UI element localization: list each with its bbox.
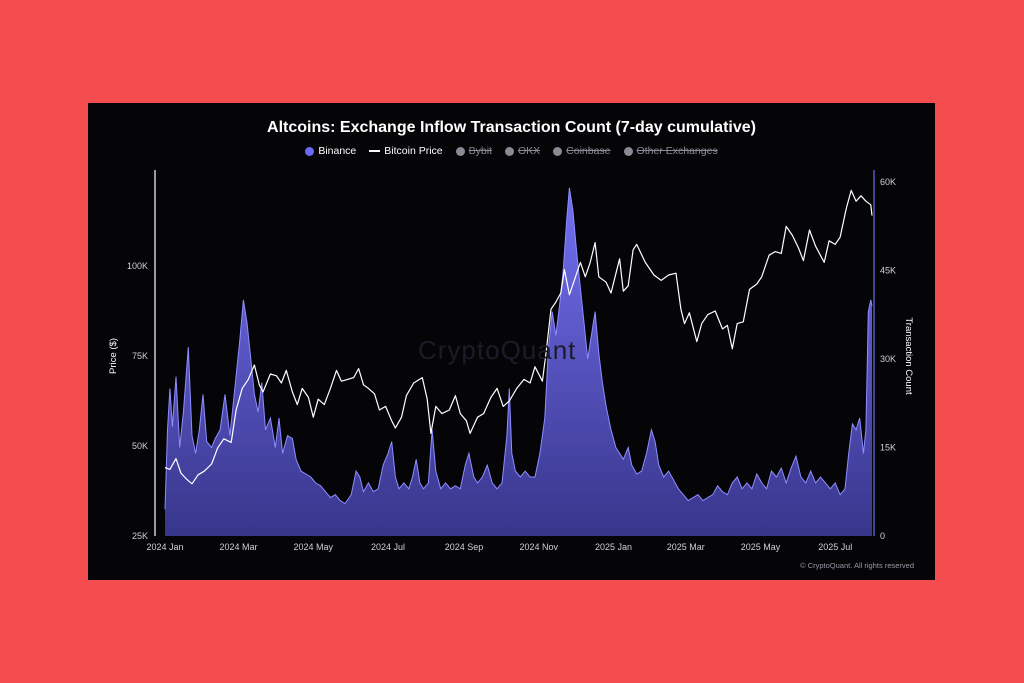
watermark: CryptoQuant	[418, 335, 577, 365]
y-right-tick-label: 60K	[880, 177, 896, 187]
credits: © CryptoQuant. All rights reserved	[800, 561, 914, 570]
legend-label: Bitcoin Price	[384, 145, 443, 157]
chart-panel: 25K 50K 75K 100K 0 15K 30K 45K 60K 2024 Jan 2024 M…	[88, 103, 935, 580]
x-tick-label: 2024 Mar	[220, 542, 258, 552]
legend-label: Binance	[318, 145, 357, 157]
legend-marker	[553, 146, 563, 156]
y-right-axis-title: Transaction Count	[903, 317, 914, 395]
legend-marker	[623, 146, 633, 156]
legend-marker	[455, 146, 465, 156]
legend-label: Bybit	[468, 145, 492, 157]
legend-item-coinbase[interactable]: Coinbase	[553, 145, 611, 157]
y-left-tick-label: 25K	[132, 531, 148, 541]
legend-marker	[504, 146, 514, 156]
legend-marker	[369, 150, 381, 152]
x-tick-label: 2025 Jan	[595, 542, 632, 552]
y-right-tick-label: 15K	[880, 442, 896, 452]
legend: Binance Bitcoin Price Bybit OKX Coinbase Othe…	[88, 145, 935, 157]
series-line-bitcoin-price[interactable]	[164, 189, 873, 485]
x-tick-label: 2024 Jan	[146, 542, 183, 552]
legend-item-okx[interactable]: OKX	[504, 145, 541, 157]
y-left-axis-title: Price ($)	[108, 338, 119, 374]
series-area-binance[interactable]	[165, 187, 872, 537]
x-tick-label: 2024 Sep	[445, 542, 484, 552]
legend-item-binance[interactable]: Binance	[305, 145, 356, 157]
x-tick-label: 2024 Jul	[371, 542, 405, 552]
y-right-tick-label: 45K	[880, 265, 896, 275]
x-tick-label: 2024 Nov	[519, 542, 558, 552]
legend-item-other-exchanges[interactable]: Other Exchanges	[623, 145, 718, 157]
legend-item-bitcoin-price[interactable]: Bitcoin Price	[369, 145, 443, 157]
legend-item-bybit[interactable]: Bybit	[455, 145, 492, 157]
x-tick-label: 2025 May	[741, 542, 781, 552]
chart-plot: 25K 50K 75K 100K 0 15K 30K 45K 60K 2024 Jan 2024 M…	[108, 170, 914, 552]
y-left-tick-label: 50K	[132, 441, 148, 451]
x-tick-label: 2025 Jul	[818, 542, 852, 552]
chart-title: Altcoins: Exchange Inflow Transaction Co…	[267, 119, 756, 136]
legend-label: Other Exchanges	[636, 145, 718, 157]
legend-label: Coinbase	[566, 145, 611, 157]
series-line-binance[interactable]	[164, 187, 873, 510]
legend-label: OKX	[517, 145, 541, 157]
legend-marker	[305, 146, 315, 156]
x-tick-label: 2024 May	[293, 542, 333, 552]
y-left-tick-label: 75K	[132, 351, 148, 361]
y-right-tick-label: 0	[880, 531, 885, 541]
x-tick-label: 2025 Mar	[667, 542, 705, 552]
y-right-tick-label: 30K	[880, 354, 896, 364]
y-left-tick-label: 100K	[127, 261, 148, 271]
